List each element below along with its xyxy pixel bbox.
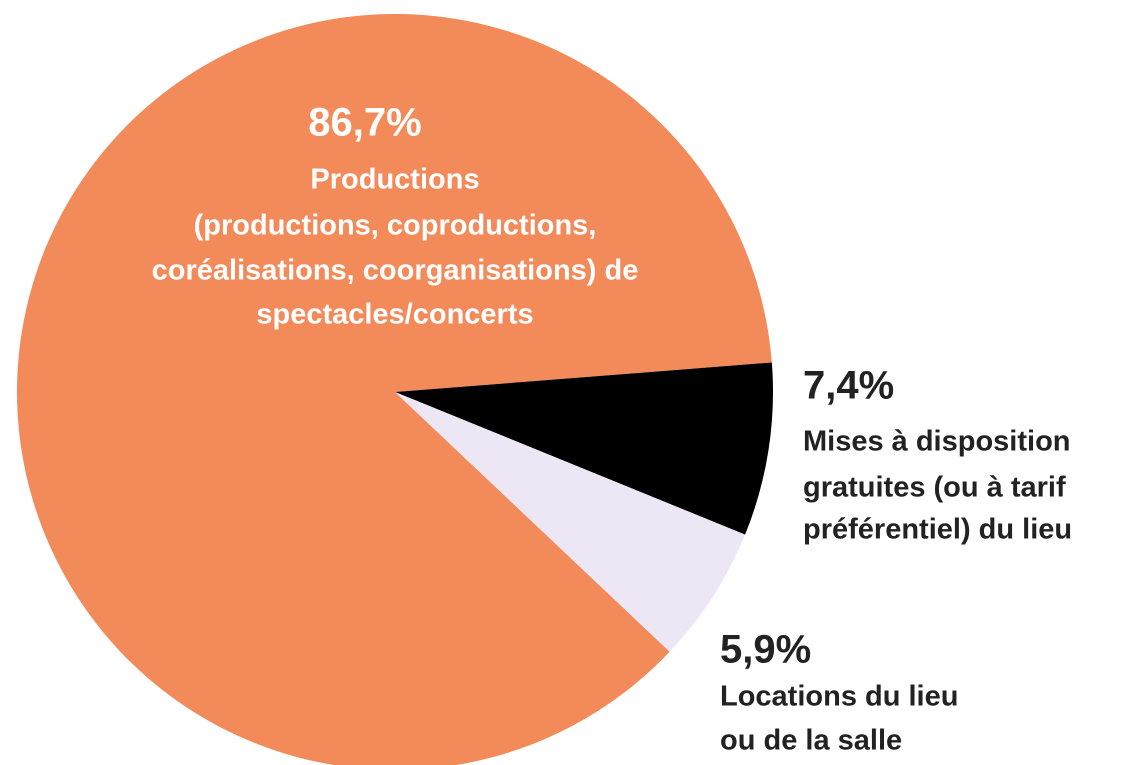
category-label: Productions (310, 164, 479, 196)
category-label: préférentiel) du lieu (803, 514, 1072, 546)
pie-slice (17, 14, 772, 765)
pie-slice (395, 392, 746, 652)
value-label: 7,4% (803, 364, 894, 408)
category-label: Locations du lieu (720, 681, 958, 713)
value-label: 86,7% (308, 101, 421, 145)
pie-slice (395, 362, 774, 535)
category-label: ou de la salle (720, 725, 902, 757)
value-label: 5,9% (720, 628, 811, 672)
category-label: gratuites (ou à tarif (803, 472, 1066, 504)
category-label: Mises à disposition (803, 426, 1071, 458)
category-label: spectacles/concerts (256, 299, 533, 331)
category-label: coréalisations, coorganisations) de (152, 255, 639, 287)
category-label: (productions, coproductions, (194, 210, 597, 242)
